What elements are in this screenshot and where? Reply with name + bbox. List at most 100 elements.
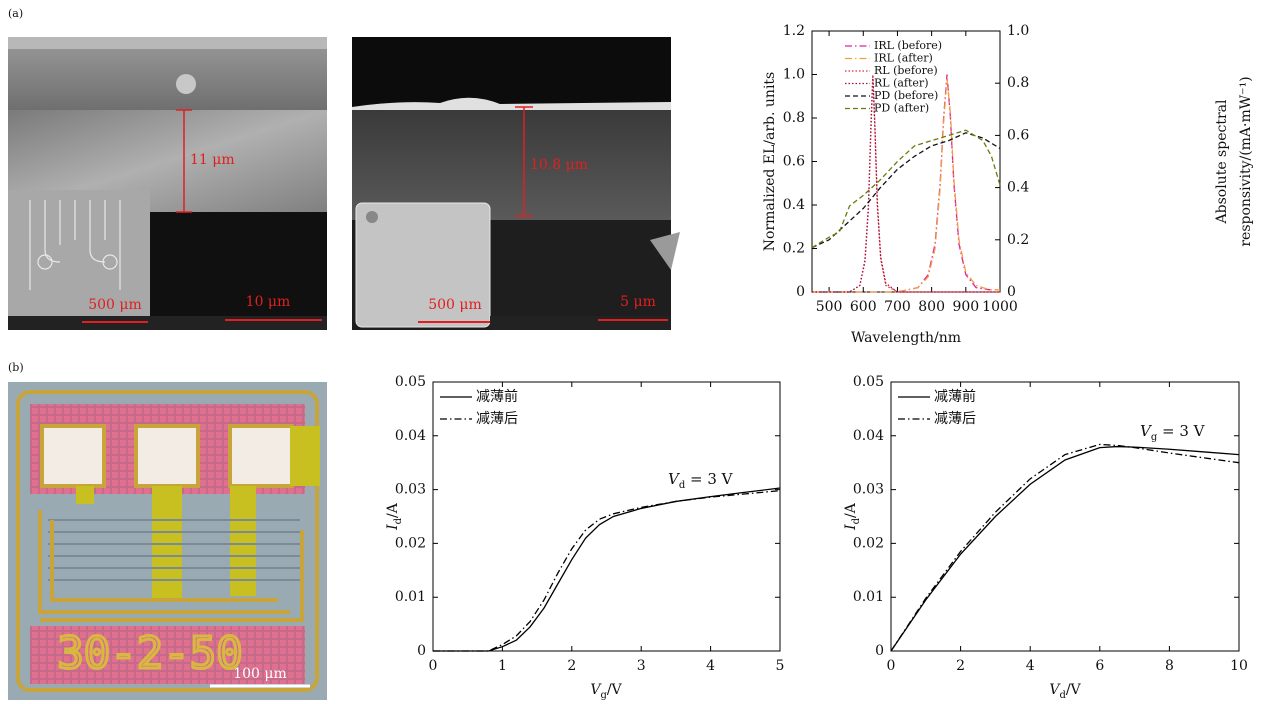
thickness-label: 10.8 μm xyxy=(530,157,588,173)
annotation-part: d xyxy=(679,480,686,491)
y-tick-label: 0.01 xyxy=(395,589,426,605)
panel-label: (b) xyxy=(8,361,24,374)
legend-label: RL (before) xyxy=(874,64,938,77)
x-tick-label: 0 xyxy=(887,658,896,674)
y-tick-label: 0.05 xyxy=(395,374,426,390)
y2-tick-label: 0.4 xyxy=(1007,180,1029,196)
y-tick-label: 0 xyxy=(875,643,884,659)
y-tick-label: 1.2 xyxy=(783,23,805,39)
y2-tick-label: 0.2 xyxy=(1007,232,1029,248)
plot-frame xyxy=(890,381,1240,652)
y-axis-label-part: d xyxy=(851,517,862,524)
series-line xyxy=(890,445,1240,652)
y2-tick-label: 1.0 xyxy=(1007,23,1029,39)
x-axis-label-part: d xyxy=(1059,690,1066,701)
x-axis-label-part: /V xyxy=(1066,682,1082,698)
chip-micrograph xyxy=(8,382,327,700)
x-tick-label: 0 xyxy=(429,658,438,674)
y-axis-label: Id/A xyxy=(385,502,404,531)
plot-frame xyxy=(432,381,781,652)
legend-label: 减薄前 xyxy=(476,388,518,405)
sem-image-after xyxy=(352,37,680,330)
legend-label: 减薄后 xyxy=(476,411,518,427)
x-tick-label: 4 xyxy=(706,658,715,674)
x-tick-label: 3 xyxy=(637,658,646,674)
annotation-part: = 3 V xyxy=(1157,422,1205,440)
series-line xyxy=(890,443,1240,652)
x-tick-label: 600 xyxy=(850,299,877,315)
scale-label: 500 μm xyxy=(428,297,482,313)
x-tick-label: 1 xyxy=(498,658,507,674)
y-tick-label: 0.01 xyxy=(853,589,884,605)
chip-label: 30-2-50 xyxy=(57,628,242,679)
x-axis-label: Vd/V xyxy=(1049,682,1081,701)
x-axis-label-part: /V xyxy=(607,682,623,698)
annotation-part: g xyxy=(1151,432,1158,443)
legend-label: 减薄前 xyxy=(934,388,976,405)
legend-label: IRL (before) xyxy=(874,39,942,52)
series-line xyxy=(433,487,781,652)
annotation: Vg = 3 V xyxy=(1140,422,1206,443)
y2-tick-label: 0.8 xyxy=(1007,75,1029,91)
series-line xyxy=(812,78,1000,293)
x-axis-label-part: V xyxy=(590,682,602,698)
y-tick-label: 0.04 xyxy=(395,428,426,444)
x-tick-label: 2 xyxy=(956,658,965,674)
series-line xyxy=(811,129,1001,249)
y-axis-label-part: d xyxy=(393,517,404,524)
legend-label: IRL (after) xyxy=(874,52,933,65)
legend-label: PD (before) xyxy=(874,89,938,102)
annotation-part: V xyxy=(668,470,681,488)
y-tick-label: 0.4 xyxy=(783,197,805,213)
sem-image-before xyxy=(8,37,327,330)
x-axis-label: Vg/V xyxy=(590,682,622,701)
x-axis-label-part: g xyxy=(600,690,607,701)
x-tick-label: 700 xyxy=(884,299,911,315)
annotation-part: = 3 V xyxy=(685,470,733,488)
y-axis-label-part: /A xyxy=(843,502,859,518)
y2-tick-label: 0 xyxy=(1007,284,1016,300)
x-tick-label: 2 xyxy=(567,658,576,674)
y-tick-label: 0.02 xyxy=(395,535,426,551)
x-tick-label: 4 xyxy=(1026,658,1035,674)
panel-label: (a) xyxy=(8,7,23,20)
y-tick-label: 0.6 xyxy=(783,154,805,170)
legend-label: PD (after) xyxy=(874,102,929,115)
x-tick-label: 500 xyxy=(816,299,843,315)
x-tick-label: 900 xyxy=(952,299,979,315)
y-axis-label-part: I xyxy=(843,524,859,531)
x-axis-label: Wavelength/nm xyxy=(851,330,961,346)
annotation: Vd = 3 V xyxy=(668,470,734,491)
scale-label: 10 μm xyxy=(246,294,291,310)
legend-label: 减薄后 xyxy=(934,411,976,427)
scale-label: 5 μm xyxy=(620,294,656,310)
y-tick-label: 0.03 xyxy=(395,482,426,498)
annotation-part: V xyxy=(1140,422,1153,440)
scale-label: 500 μm xyxy=(88,297,142,313)
y-tick-label: 0.05 xyxy=(853,374,884,390)
y-tick-label: 0 xyxy=(417,643,426,659)
x-axis-label-part: V xyxy=(1049,682,1061,698)
x-tick-label: 6 xyxy=(1095,658,1104,674)
y-tick-label: 0.04 xyxy=(853,428,884,444)
y-tick-label: 0.8 xyxy=(783,110,805,126)
y-axis-label: Id/A xyxy=(843,502,862,531)
y-axis-label-part: I xyxy=(385,524,401,531)
scale-label: 100 μm xyxy=(233,666,287,682)
y-axis-label: Normalized EL/arb. units xyxy=(762,72,778,251)
x-tick-label: 5 xyxy=(776,658,785,674)
y-tick-label: 0.02 xyxy=(853,535,884,551)
x-tick-label: 1000 xyxy=(982,299,1018,315)
y-tick-label: 0 xyxy=(796,284,805,300)
x-tick-label: 10 xyxy=(1230,658,1248,674)
y-axis-label-part: /A xyxy=(385,502,401,518)
y-tick-label: 0.03 xyxy=(853,482,884,498)
y-tick-label: 1.0 xyxy=(783,67,805,83)
y2-axis-label: responsivity/(mA·mW⁻¹) xyxy=(1238,76,1254,246)
x-tick-label: 8 xyxy=(1165,658,1174,674)
y-tick-label: 0.2 xyxy=(783,241,805,257)
series-line xyxy=(433,490,781,652)
